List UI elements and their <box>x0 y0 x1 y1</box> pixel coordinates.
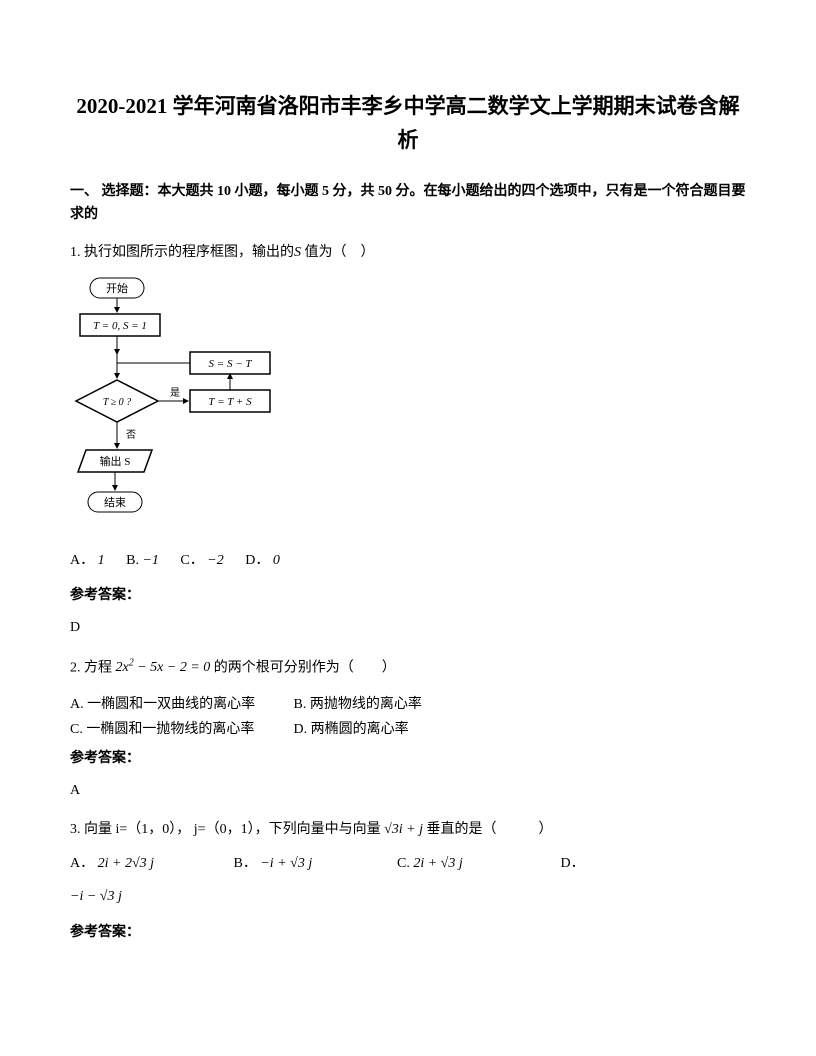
opt-b-val: −1 <box>142 553 158 568</box>
flow-init: T = 0, S = 1 <box>93 320 147 332</box>
q1-options: A． 1 B. −1 C． −2 D． 0 <box>70 550 746 572</box>
q1-stem: 1. 执行如图所示的程序框图，输出的S 值为（ ） <box>70 242 746 264</box>
q3a-val: 2i + 2√3 j <box>98 856 154 871</box>
q2-opt-d: D. 两椭圆的离心率 <box>294 717 514 742</box>
q3-opt-c: C. 2i + √3 j <box>397 853 557 875</box>
q3-opt-d: D． <box>561 853 721 875</box>
q2-answer: A <box>70 780 746 802</box>
opt-a-val: 1 <box>98 553 105 568</box>
flow-output: 输出 S <box>100 454 131 468</box>
q3-options: A． 2i + 2√3 j B． −i + √3 j C. 2i + √3 j … <box>70 853 746 875</box>
q3d-val: −i − √3 j <box>70 889 122 904</box>
q2-stem-pre: 2. 方程 <box>70 660 116 675</box>
section-header: 一、 选择题：本大题共 10 小题，每小题 5 分，共 50 分。在每小题给出的… <box>70 181 746 226</box>
q3-vec: √3i + j <box>384 822 423 837</box>
q1-opt-a: A． 1 <box>70 550 105 572</box>
flow-yes: 是 <box>170 387 180 399</box>
q2-stem-post: 的两个根可分别作为（ ） <box>210 660 396 675</box>
flow-start: 开始 <box>106 281 128 295</box>
q3c-val: 2i + √3 j <box>413 856 462 871</box>
q3-stem: 3. 向量 i=（1，0）， j=（0，1），下列向量中与向量 √3i + j … <box>70 819 746 841</box>
opt-d-label: D． <box>245 553 269 568</box>
q1-answer-label: 参考答案： <box>70 585 746 607</box>
flow-box-t: T = T + S <box>208 396 252 408</box>
q3-opt-b: B． −i + √3 j <box>234 853 394 875</box>
flow-no: 否 <box>126 429 136 441</box>
q3-answer-label: 参考答案： <box>70 922 746 944</box>
flow-cond: T ≥ 0 ? <box>103 397 131 408</box>
q1-answer: D <box>70 617 746 639</box>
page-title: 2020-2021 学年河南省洛阳市丰李乡中学高二数学文上学期期末试卷含解析 <box>70 90 746 157</box>
q2-stem: 2. 方程 2x2 − 5x − 2 = 0 的两个根可分别作为（ ） <box>70 656 746 680</box>
q3d-label: D． <box>561 856 585 871</box>
opt-a-label: A． <box>70 553 94 568</box>
opt-c-label: C． <box>180 553 203 568</box>
q1-opt-d: D． 0 <box>245 550 280 572</box>
q1-opt-b: B. −1 <box>126 550 159 572</box>
q3-opt-a: A． 2i + 2√3 j <box>70 853 230 875</box>
q1-stem-post: 值为（ ） <box>301 245 375 260</box>
q2-opt-c: C. 一椭圆和一抛物线的离心率 <box>70 717 290 742</box>
q1-var: S <box>294 245 301 260</box>
q1-stem-pre: 1. 执行如图所示的程序框图，输出的 <box>70 245 294 260</box>
q3-stem-post: 垂直的是（ ） <box>423 822 553 837</box>
q3b-val: −i + √3 j <box>260 856 312 871</box>
q2-options: A. 一椭圆和一双曲线的离心率 B. 两抛物线的离心率 C. 一椭圆和一抛物线的… <box>70 692 746 742</box>
q1-opt-c: C． −2 <box>180 550 223 572</box>
q2-answer-label: 参考答案： <box>70 748 746 770</box>
q3a-label: A． <box>70 856 94 871</box>
q2-opt-a: A. 一椭圆和一双曲线的离心率 <box>70 692 290 717</box>
flow-end: 结束 <box>104 496 126 509</box>
q2-opt-b: B. 两抛物线的离心率 <box>294 692 514 717</box>
opt-d-val: 0 <box>273 553 280 568</box>
q3-stem-pre: 3. 向量 i=（1，0）， j=（0，1），下列向量中与向量 <box>70 822 384 837</box>
q3b-label: B． <box>234 856 257 871</box>
q2-formula: 2x2 − 5x − 2 = 0 <box>116 660 211 675</box>
opt-c-val: −2 <box>207 553 223 568</box>
opt-b-label: B. <box>126 553 139 568</box>
q1-flowchart: 开始 T = 0, S = 1 T ≥ 0 ? 是 S = S − T T = … <box>70 276 746 536</box>
q3-opt-d-line2: −i − √3 j <box>70 886 746 908</box>
q3c-label: C. <box>397 856 410 871</box>
flow-box-s: S = S − T <box>209 358 253 370</box>
